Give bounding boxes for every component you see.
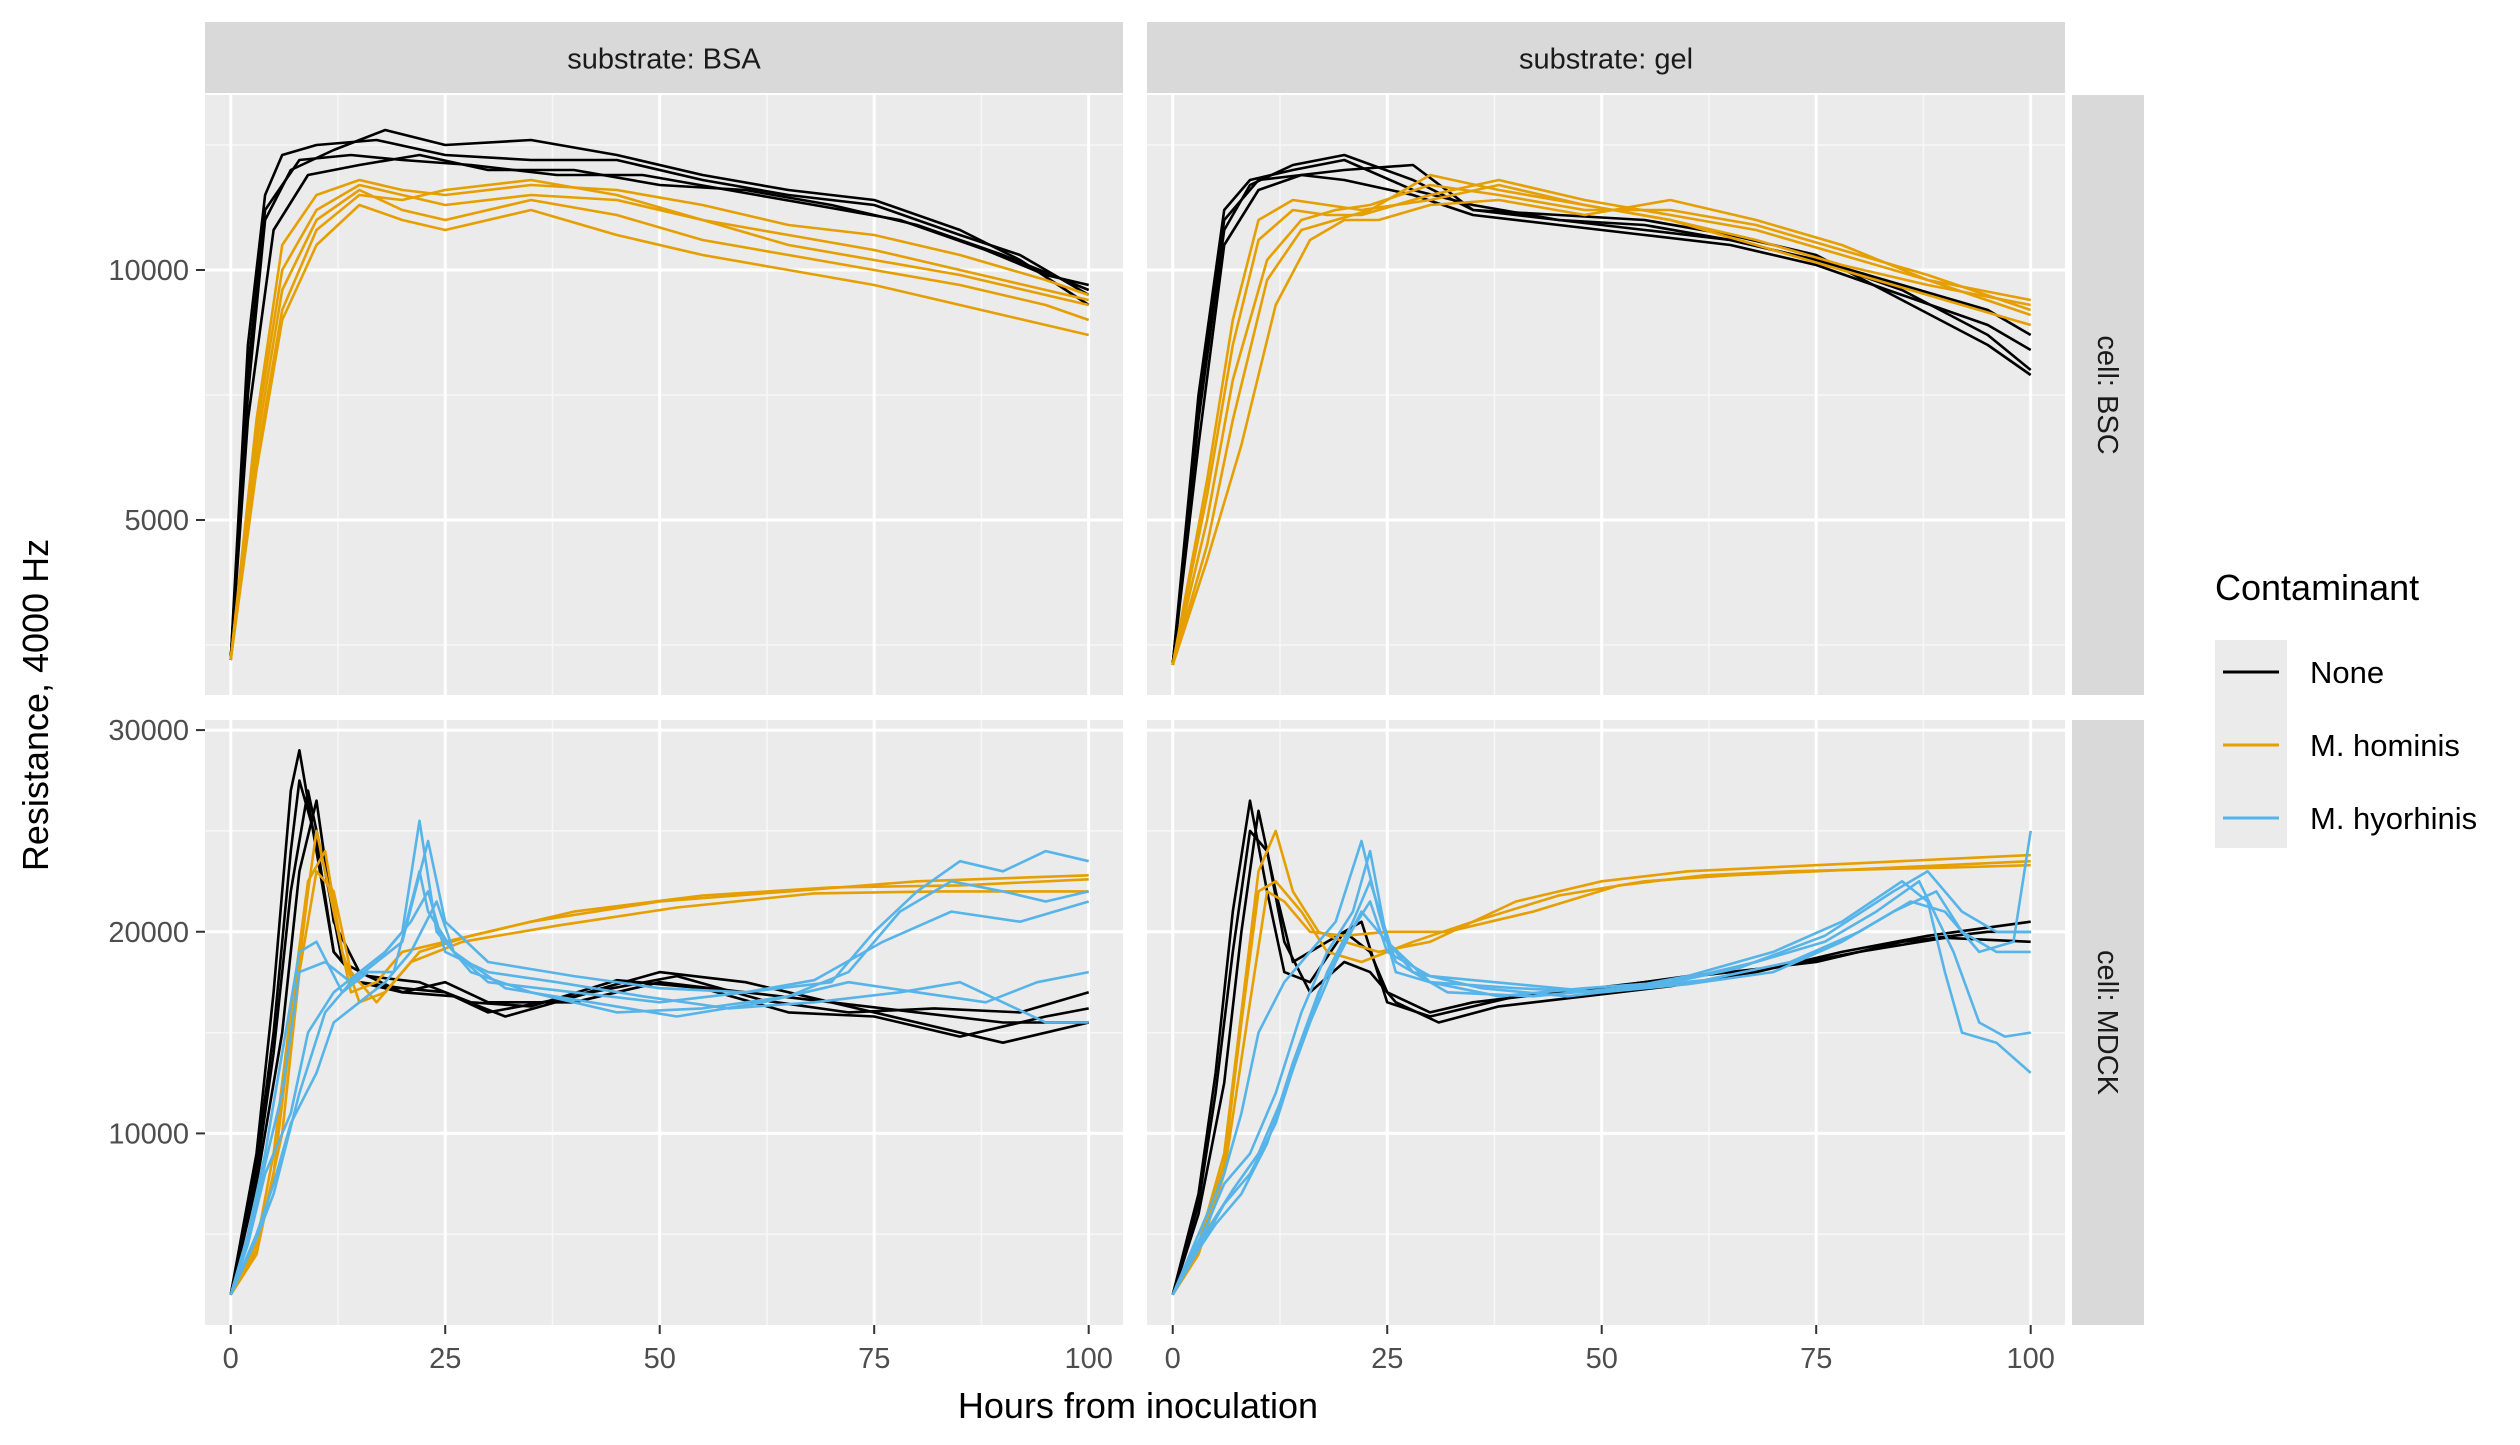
series-line-m-hominis (229, 178, 1089, 661)
series-line-none (229, 153, 1090, 661)
series-line-m-hyorhinis (1171, 870, 2031, 1296)
x-tick-label: 75 (858, 1343, 890, 1375)
y-axis-title: Resistance, 4000 Hz (15, 539, 56, 871)
x-tick-label: 50 (644, 1343, 676, 1375)
y-tick-label: 5000 (124, 505, 189, 537)
series-line-none (229, 749, 1089, 1296)
legend-label: None (2310, 655, 2384, 690)
y-tick-label: 20000 (108, 917, 189, 949)
series-line-none (229, 789, 1089, 1296)
series-line-m-hyorhinis (229, 890, 1089, 1296)
strip-top-0 (205, 22, 1123, 93)
x-tick-label: 0 (223, 1343, 239, 1375)
legend-entries: None M. hominis M. hyorhinis (2215, 640, 2477, 848)
facet-strips: substrate: BSA substrate: gel cell: BSC cel… (205, 22, 2144, 1325)
x-tick-label: 100 (1064, 1343, 1112, 1375)
series-line-m-hyorhinis (1171, 830, 2032, 1296)
series-line-m-hominis (229, 870, 1089, 1296)
series-line-none (229, 138, 1090, 661)
legend-entry: M. hyorhinis (2223, 801, 2477, 836)
series-line-none (229, 799, 1090, 1296)
panels-layer (205, 95, 2065, 1325)
x-tick-label: 25 (429, 1343, 461, 1375)
series-line-none (1171, 163, 2032, 666)
series-line-m-hominis (229, 188, 1090, 661)
panel-r1-c1 (1147, 720, 2065, 1325)
strip-top-1 (1147, 22, 2065, 93)
series-line-none (1171, 829, 2031, 1296)
series-line-m-hominis (229, 203, 1089, 661)
series-line-m-hyorhinis (229, 839, 1090, 1296)
legend: Contaminant None M. hominis M. hyorhinis (2215, 567, 2477, 848)
axes-layer: 5000 10000 10000 20000 30000 0 25 50 75 100 0 25 50 7… (108, 255, 2055, 1375)
y-tick-label: 10000 (108, 1118, 189, 1150)
panel-background (1147, 720, 2065, 1325)
x-tick-label: 50 (1586, 1343, 1618, 1375)
strip-right-0 (2072, 95, 2144, 695)
strip-right-1 (2072, 720, 2144, 1325)
series-line-m-hominis (1171, 198, 2032, 666)
legend-label: M. hominis (2310, 728, 2460, 763)
strip-top-label: substrate: BSA (567, 44, 761, 76)
series-line-none (229, 779, 1089, 1296)
series-line-m-hominis (229, 183, 1089, 661)
y-tick-label: 30000 (108, 715, 189, 747)
x-axis-title: Hours from inoculation (958, 1385, 1318, 1426)
panel-background (205, 720, 1123, 1325)
series-line-none (1171, 173, 2032, 666)
x-tick-label: 100 (2006, 1343, 2054, 1375)
strip-right-label: cell: MDCK (2091, 950, 2123, 1096)
legend-title: Contaminant (2215, 567, 2419, 608)
legend-label: M. hyorhinis (2310, 801, 2477, 836)
series-line-m-hominis (229, 178, 1090, 661)
series-line-none (229, 128, 1090, 661)
x-tick-label: 0 (1165, 1343, 1181, 1375)
series-line-m-hominis (1171, 173, 2032, 666)
legend-entry: M. hominis (2223, 728, 2460, 763)
x-tick-label: 25 (1371, 1343, 1403, 1375)
strip-right-label: cell: BSC (2091, 335, 2123, 454)
series-line-m-hyorhinis (1171, 839, 2032, 1296)
panel-r1-c0 (205, 720, 1123, 1325)
panel-r0-c0 (205, 95, 1123, 695)
panel-r0-c1 (1147, 95, 2065, 695)
x-tick-label: 75 (1800, 1343, 1832, 1375)
series-line-m-hominis (1171, 183, 2031, 666)
strip-top-label: substrate: gel (1519, 44, 1693, 76)
series-line-m-hominis (1171, 178, 2031, 666)
y-tick-label: 10000 (108, 255, 189, 287)
legend-entry: None (2223, 655, 2384, 690)
series-line-m-hominis (1171, 183, 2032, 666)
